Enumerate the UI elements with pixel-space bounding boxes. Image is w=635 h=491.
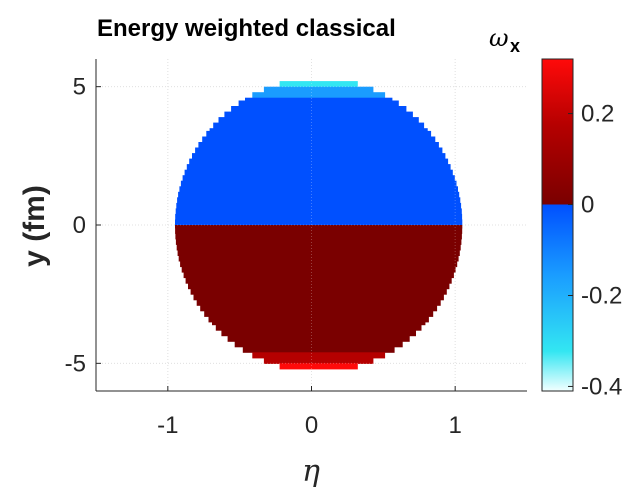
heatmap-cell-band-5 — [221, 330, 416, 337]
heatmap-cell-band-0 — [279, 81, 358, 88]
heatmap-cell-band-4 — [193, 294, 444, 301]
heatmap-cell-band-4 — [183, 272, 454, 279]
grid-lines-overlay — [96, 59, 527, 391]
colorbar-tick-label: -0.4 — [581, 373, 622, 400]
heatmap-cell-band-3 — [176, 202, 462, 209]
colorbar-tick-label: 0.2 — [581, 101, 614, 128]
heatmap-cell-band-1 — [263, 86, 374, 93]
heatmap-cell-band-3 — [202, 136, 436, 143]
heatmap-cell-band-4 — [196, 299, 441, 306]
heatmap-cell-band-4 — [177, 249, 460, 256]
chart-title: Energy weighted classical ω x — [97, 15, 520, 56]
heatmap-cell-band-3 — [192, 153, 446, 160]
heatmap-cell-band-4 — [204, 310, 434, 317]
x-ticks: -1 0 1 — [157, 386, 462, 439]
colorbar: 0.2 0 -0.2 -0.4 — [541, 58, 622, 400]
x-tick-label: 1 — [448, 412, 461, 439]
heatmap-cell-band-4 — [200, 305, 438, 312]
heatmap-cell-band-2 — [224, 111, 413, 118]
heatmap-cell-band-4 — [178, 255, 459, 262]
heatmap-cell-band-2 — [231, 106, 407, 113]
chart-title-text: Energy weighted classical — [97, 15, 396, 42]
heatmap-cell-band-3 — [178, 191, 460, 198]
heatmap-region — [175, 81, 463, 370]
heatmap-cell-band-3 — [175, 208, 462, 215]
heatmap-cell-band-4 — [188, 283, 450, 290]
heatmap-cell-band-1 — [252, 92, 386, 99]
colorbar-tick-label: -0.2 — [581, 282, 622, 309]
heatmap-cell-band-4 — [175, 225, 463, 229]
colorbar-ticks: 0.2 0 -0.2 -0.4 — [568, 101, 622, 400]
heatmap-cell-band-3 — [177, 197, 461, 204]
y-ticks: 5 0 -5 — [65, 74, 101, 377]
colorbar-gradient — [541, 58, 574, 392]
heatmap-cell-band-3 — [175, 213, 463, 220]
heatmap-cell-band-5 — [215, 324, 422, 331]
heatmap-cell-band-5 — [227, 335, 410, 342]
heatmap-cell-band-4 — [176, 244, 461, 251]
heatmap-cell-band-3 — [175, 219, 463, 226]
heatmap-cell-band-4 — [180, 261, 458, 268]
colorbar-tick-label: 0 — [581, 192, 594, 219]
heatmap-cell-band-4 — [185, 277, 452, 284]
y-tick-label: 0 — [73, 212, 86, 239]
heatmap-cell-band-3 — [206, 130, 432, 137]
chart-title-subscript: x — [510, 36, 520, 56]
heatmap-cell-band-6 — [252, 352, 386, 359]
heatmap-cell-band-4 — [190, 288, 447, 295]
heatmap-cell-band-5 — [212, 321, 426, 326]
x-axis-label: η — [302, 454, 320, 489]
heatmap-cell-band-3 — [195, 147, 443, 154]
heatmap-cell-band-6 — [263, 357, 374, 364]
heatmap-cell-band-3 — [180, 180, 457, 187]
heatmap-cell-band-2 — [245, 97, 393, 102]
heatmap-cell-band-3 — [198, 142, 439, 149]
heatmap-cell-band-3 — [179, 186, 458, 193]
heatmap-cell-band-2 — [218, 117, 419, 124]
heatmap-cell-band-4 — [208, 316, 429, 323]
heatmap-cell-band-3 — [209, 128, 428, 132]
heatmap-cell-band-3 — [186, 164, 451, 171]
heatmap-cell-band-4 — [175, 238, 462, 245]
heatmap-cell-band-4 — [175, 233, 462, 240]
y-tick-label: 5 — [73, 74, 86, 101]
y-tick-label: -5 — [65, 350, 86, 377]
heatmap-cell-band-2 — [213, 122, 425, 129]
heatmap-cell-band-3 — [184, 169, 453, 176]
x-tick-label: 0 — [305, 412, 318, 439]
heatmap-cell-band-4 — [175, 227, 463, 234]
heatmap-cell-band-4 — [181, 266, 456, 273]
heatmap-cell-band-3 — [189, 158, 449, 165]
heatmap-cell-band-7 — [279, 363, 358, 370]
y-axis-label: y (fm) — [18, 185, 51, 267]
heatmap-cell-band-2 — [238, 100, 399, 107]
x-tick-label: -1 — [157, 412, 178, 439]
chart-title-symbol: ω — [489, 24, 509, 52]
heatmap-cell-band-5 — [242, 346, 395, 353]
heatmap-cell-band-5 — [234, 341, 403, 348]
heatmap-cell-band-3 — [182, 175, 455, 182]
